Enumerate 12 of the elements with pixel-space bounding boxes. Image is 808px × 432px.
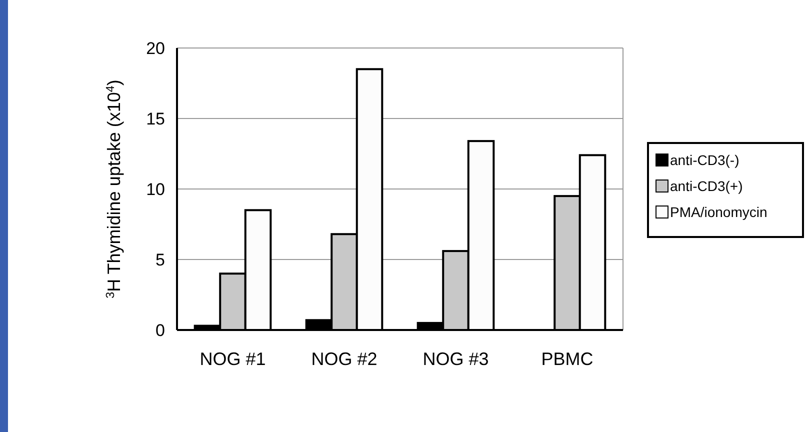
y-tick-label: 0: [156, 320, 165, 340]
x-tick-label: NOG #2: [311, 349, 378, 369]
legend-label: PMA/ionomycin: [670, 204, 768, 220]
y-tick-label: 15: [146, 109, 165, 128]
y-tick-label: 20: [146, 38, 165, 58]
legend-label: anti-CD3(-): [670, 152, 740, 168]
legend-label: anti-CD3(+): [670, 178, 743, 194]
y-tick-label: 10: [146, 180, 165, 199]
x-tick-label: NOG #3: [422, 349, 489, 369]
x-tick-label: NOG #1: [200, 349, 266, 369]
x-tick-label: PBMC: [541, 349, 594, 369]
y-tick-label: 5: [156, 250, 165, 270]
